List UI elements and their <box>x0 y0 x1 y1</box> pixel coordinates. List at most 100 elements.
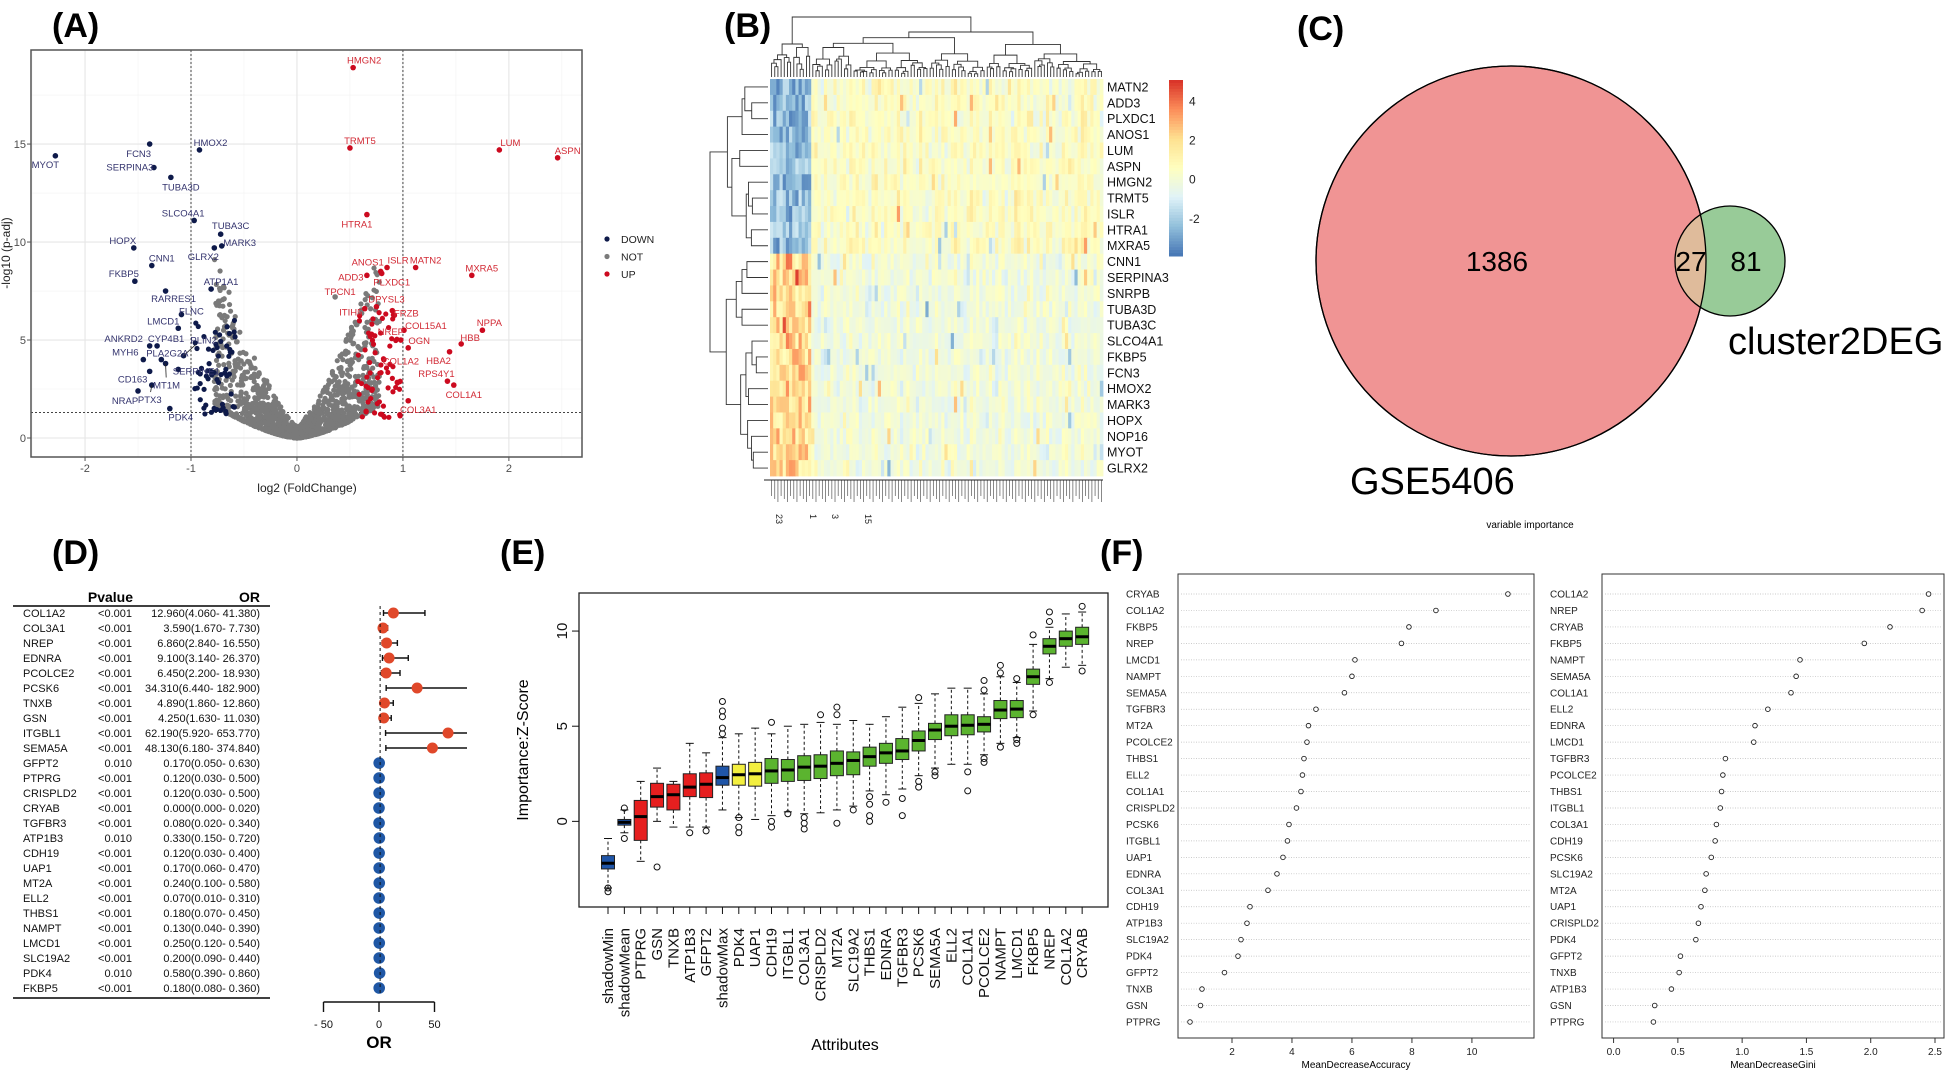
heatmap-cell <box>969 444 974 461</box>
heatmap-cell <box>893 460 898 477</box>
point-not-significant <box>362 297 368 303</box>
heatmap-cell <box>947 190 952 207</box>
heatmap-cell <box>868 206 872 223</box>
heatmap-cell <box>1087 396 1091 413</box>
heatmap-cell <box>789 301 793 318</box>
heatmap-cell <box>887 253 891 270</box>
heatmap-cell <box>1083 206 1088 223</box>
table-cell-gene: ATP1B3 <box>23 833 63 845</box>
heatmap-cell <box>988 364 993 382</box>
heatmap-cell <box>1061 333 1066 350</box>
heatmap-cell <box>887 444 891 461</box>
heatmap-cell <box>912 396 917 413</box>
heatmap-cell <box>1033 333 1037 350</box>
heatmap-cell <box>1087 301 1091 318</box>
point-up <box>397 412 403 418</box>
heatmap-cell <box>890 364 895 382</box>
heatmap-cell <box>1030 174 1034 191</box>
point-down <box>228 391 234 397</box>
heatmap-cell <box>1099 142 1104 159</box>
heatmap-cell <box>1077 142 1082 159</box>
heatmap-cell <box>1023 126 1028 143</box>
heatmap-cell <box>1033 206 1037 223</box>
heatmap-cell <box>931 333 936 350</box>
heatmap-cell <box>817 158 822 175</box>
heatmap-cell <box>1090 79 1094 96</box>
dendrogram-branch <box>974 73 979 77</box>
heatmap-cell <box>836 396 841 413</box>
heatmap-cell <box>861 253 866 270</box>
heatmap-cell <box>1014 269 1018 286</box>
heatmap-cell <box>1020 348 1025 366</box>
heatmap-cell <box>912 460 917 477</box>
heatmap-cell <box>969 158 974 175</box>
heatmap-cell <box>842 364 847 382</box>
heatmap-cell <box>874 333 879 350</box>
heatmap-cell <box>1090 158 1094 175</box>
point-not-significant <box>255 396 261 402</box>
heatmap-cell <box>877 221 882 239</box>
point-not-significant <box>226 289 232 295</box>
heatmap-cell <box>849 412 853 429</box>
heatmap-cell <box>823 348 828 366</box>
heatmap-cell <box>950 364 955 382</box>
heatmap-cell <box>1087 333 1091 350</box>
heatmap-cell <box>1071 412 1075 429</box>
heatmap-cell <box>1011 269 1015 286</box>
heatmap-cell <box>1045 301 1050 318</box>
heatmap-cell <box>931 158 936 175</box>
heatmap-cell <box>861 317 866 334</box>
heatmap-cell <box>1052 380 1056 397</box>
heatmap-cell <box>972 380 977 397</box>
or-point <box>373 757 385 769</box>
heatmap-cell <box>1042 364 1047 382</box>
point-not-significant <box>217 285 223 292</box>
heatmap-cell <box>1011 110 1015 128</box>
table-row: UAP1 <0.001 0.170(0.060- 0.470) <box>23 863 260 875</box>
point-not-significant <box>240 398 247 404</box>
heatmap-cell <box>839 269 844 286</box>
heatmap-cell <box>849 190 853 207</box>
heatmap-cell <box>928 206 933 223</box>
point-not-significant <box>273 402 279 409</box>
heatmap-cell <box>1030 142 1034 159</box>
point-up <box>390 364 396 370</box>
heatmap-cell <box>1020 79 1025 96</box>
heatmap-cell <box>982 142 987 159</box>
heatmap-cell <box>944 364 948 382</box>
heatmap-cell <box>941 412 945 429</box>
heatmap-cell <box>992 253 996 270</box>
heatmap-cell <box>782 110 787 128</box>
heatmap-cell <box>855 158 860 175</box>
heatmap-cell <box>789 460 793 477</box>
heatmap-cell <box>953 79 958 96</box>
heatmap-cell <box>1049 301 1053 318</box>
heatmap-cell <box>871 253 876 270</box>
heatmap-cell <box>979 285 983 302</box>
gene-label: HTRA1 <box>341 220 372 231</box>
heatmap-cell <box>1064 126 1069 143</box>
heatmap-cell <box>852 428 857 445</box>
heatmap-cell <box>1049 206 1053 223</box>
heatmap-cell <box>823 253 828 270</box>
gene-label: ASPN <box>555 146 581 157</box>
box-shadowmean <box>617 804 632 842</box>
point-not-significant <box>339 407 345 413</box>
or-point <box>373 982 385 994</box>
heatmap-cell <box>896 269 901 286</box>
point-not-significant <box>221 285 227 291</box>
heatmap-cell <box>906 348 910 366</box>
point-not-significant <box>347 337 353 343</box>
heatmap-cell <box>925 301 929 318</box>
heatmap-cell <box>893 396 898 413</box>
heatmap-cell <box>1033 428 1037 445</box>
colorbar-segment <box>1169 147 1183 151</box>
forest-x-tick-label: 0 <box>376 1019 382 1031</box>
heatmap-cell <box>1096 396 1101 413</box>
heatmap-cell <box>941 301 945 318</box>
table-cell-gene: FKBP5 <box>23 983 58 995</box>
or-point <box>373 892 385 904</box>
heatmap-cell <box>1001 253 1006 270</box>
heatmap-cell <box>817 206 822 223</box>
heatmap-cell <box>887 221 891 239</box>
